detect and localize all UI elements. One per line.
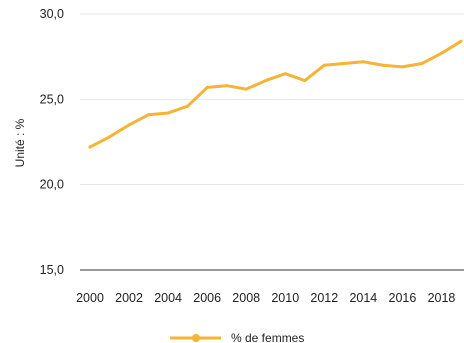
series-group [88, 39, 463, 149]
y-tick-label: 15,0 [40, 263, 64, 277]
data-point [225, 84, 229, 88]
data-point [283, 72, 287, 76]
data-point [205, 85, 209, 89]
data-point [127, 123, 131, 127]
y-tick-labels: 15,0 20,0 25,0 30,0 [40, 7, 64, 277]
data-point [244, 87, 248, 91]
data-point [108, 135, 112, 139]
data-point [400, 65, 404, 69]
data-point [166, 111, 170, 115]
data-point [342, 61, 346, 65]
x-tick-label: 2018 [428, 291, 456, 305]
x-tick-label: 2010 [271, 291, 299, 305]
data-point [322, 63, 326, 67]
x-tick-label: 2002 [115, 291, 143, 305]
gridlines [80, 13, 464, 271]
legend-marker [192, 334, 200, 342]
y-tick-label: 20,0 [40, 178, 64, 192]
x-tick-label: 2006 [193, 291, 221, 305]
data-point [459, 39, 463, 43]
x-tick-labels: 2000 2002 2004 2006 2008 2010 2012 2014 2016 2018 [76, 291, 455, 305]
y-tick-label: 30,0 [40, 7, 64, 21]
data-point [361, 60, 365, 64]
x-tick-label: 2004 [154, 291, 182, 305]
data-point [88, 145, 92, 149]
data-point [439, 51, 443, 55]
x-tick-label: 2000 [76, 291, 104, 305]
data-point [264, 79, 268, 83]
data-point [186, 104, 190, 108]
y-tick-label: 25,0 [40, 92, 64, 106]
x-tick-label: 2014 [349, 291, 377, 305]
x-tick-label: 2016 [389, 291, 417, 305]
series-line [88, 39, 463, 149]
legend-label: % de femmes [231, 331, 304, 343]
y-axis-label: Unité : % [13, 118, 27, 167]
legend: % de femmes [170, 331, 304, 343]
data-point [147, 113, 151, 117]
data-point [420, 61, 424, 65]
x-tick-label: 2012 [310, 291, 338, 305]
x-tick-label: 2008 [232, 291, 260, 305]
data-point [381, 63, 385, 67]
data-point [303, 79, 307, 83]
